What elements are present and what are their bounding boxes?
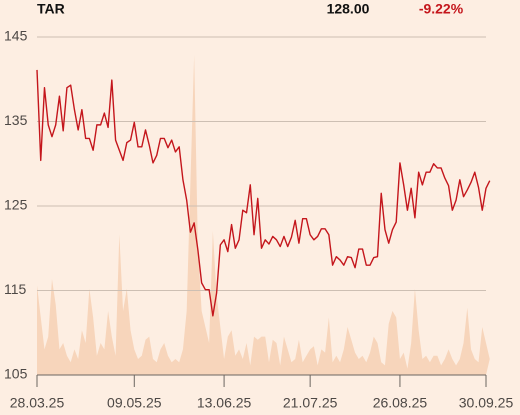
y-tick-label: 145 — [4, 28, 28, 44]
volume-area — [37, 55, 490, 375]
change: -9.22% — [419, 1, 464, 17]
y-tick-label: 135 — [4, 112, 28, 128]
price: 128.00 — [327, 1, 370, 17]
x-tick-label: 21.07.25 — [283, 395, 338, 411]
price-line — [36, 69, 491, 317]
y-tick-label: 105 — [4, 366, 28, 382]
x-tick-label: 30.09.25 — [459, 395, 514, 411]
y-tick-label: 115 — [4, 281, 27, 297]
x-tick-label: 09.05.25 — [107, 395, 162, 411]
x-tick-label: 28.03.25 — [10, 395, 65, 411]
x-tick-label: 13.06.25 — [197, 395, 252, 411]
y-tick-label: 125 — [4, 197, 28, 213]
ticker: TAR — [37, 1, 65, 17]
x-tick-label: 26.08.25 — [373, 395, 428, 411]
